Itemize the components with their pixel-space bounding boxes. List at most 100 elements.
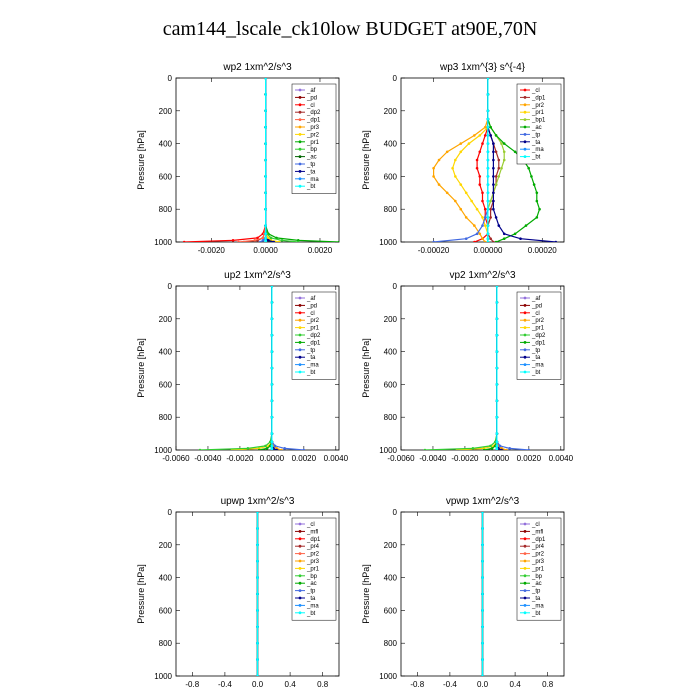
- wp2-point: [264, 109, 267, 113]
- wp2-legend-label: _pr3: [306, 125, 320, 131]
- wp3-point: [500, 166, 503, 170]
- vpwp-legend-marker: [523, 589, 527, 592]
- vp2-legend-marker: [523, 304, 527, 307]
- wp3-point: [519, 237, 522, 241]
- wp2-point: [264, 158, 267, 162]
- wp3-point: [483, 216, 487, 219]
- up2-legend-marker: [298, 318, 302, 322]
- vp2-title: vp2 1xm^2/s^3: [449, 270, 516, 281]
- upwp-panel: upwp 1xm^2/s^3 Pressure [hPa] 0 200 400 600 80…: [136, 496, 340, 689]
- wp3-point: [454, 175, 457, 178]
- wp3-point: [432, 166, 435, 170]
- upwp-legend-label: _ac: [306, 581, 317, 587]
- wp3-legend-marker: [523, 96, 527, 99]
- wp2-legend-marker: [298, 88, 302, 92]
- wp3-point: [454, 199, 457, 203]
- wp3-point: [502, 232, 506, 236]
- upwp-legend-marker: [298, 604, 302, 607]
- wp3-point: [483, 207, 487, 211]
- wp2-point: [267, 239, 270, 242]
- wp2-ytick-label: 1000: [154, 238, 172, 247]
- up2-xtick-label: -0.0040: [194, 454, 222, 463]
- vpwp-series-group: [481, 512, 484, 676]
- up2-xtick-label: 0.0000: [260, 454, 285, 463]
- upwp-legend-label: _pr4: [306, 544, 320, 550]
- wp2-legend-marker: [298, 133, 302, 136]
- wp3-point: [459, 207, 463, 211]
- wp2-ytick-label: 400: [159, 140, 173, 149]
- wp3-ytick-label: 1000: [379, 238, 397, 247]
- upwp-xtick-label: -0.8: [185, 680, 199, 689]
- vp2-xtick-label: -0.0060: [387, 454, 415, 463]
- vpwp-xtick-label: 0.8: [542, 680, 554, 689]
- wp2-legend-marker: [298, 103, 302, 107]
- vpwp-ytick-label: 0: [393, 508, 398, 517]
- up2-point: [270, 448, 274, 450]
- wp3-point: [464, 191, 468, 195]
- wp3-point: [486, 166, 490, 170]
- up2-legend-label: _tp: [306, 348, 316, 354]
- wp3-point: [437, 158, 441, 162]
- vp2-series-group: [423, 286, 531, 450]
- up2-point: [273, 444, 277, 448]
- vpwp-ylabel: Pressure [hPa]: [361, 564, 371, 624]
- wp3-point: [478, 175, 482, 178]
- vpwp-point: [481, 658, 484, 661]
- vp2-legend-label: _pd: [531, 303, 542, 309]
- wp3-point: [497, 158, 501, 162]
- vp2-point: [423, 448, 427, 450]
- vp2-point: [495, 366, 499, 370]
- wp2-legend-label: _cl: [306, 103, 315, 109]
- up2-legend-label: _ma: [306, 363, 319, 369]
- wp3-point: [486, 216, 490, 219]
- wp3-legend: _cl_dp1 _pr2_pr1 _bp1_ac_tp _ta_ma _bt: [516, 83, 562, 165]
- wp3-point: [486, 125, 490, 129]
- vpwp-point: [481, 543, 484, 547]
- vp2-point: [495, 286, 499, 288]
- wp3-legend-label: _bp1: [531, 118, 546, 124]
- up2-point: [270, 432, 274, 435]
- vp2-point: [495, 432, 499, 435]
- up2-legend-label: _pr2: [306, 318, 320, 324]
- vp2-point: [495, 350, 499, 353]
- wp3-point: [483, 240, 487, 242]
- wp3-point: [524, 224, 528, 227]
- wp3-legend-marker: [523, 147, 527, 151]
- wp2-ylabel: Pressure [hPa]: [136, 130, 146, 190]
- vp2-xtick-label: -0.0020: [451, 454, 479, 463]
- wp3-point: [481, 216, 484, 219]
- wp3-point: [494, 216, 498, 219]
- wp3-point: [492, 142, 495, 145]
- upwp-legend-label: _bt: [306, 611, 316, 617]
- vp2-legend-label: _bt: [531, 370, 541, 376]
- up2-legend-marker: [298, 370, 302, 374]
- up2-ytick-label: 0: [168, 282, 173, 291]
- upwp-legend-label: _ta: [306, 596, 316, 602]
- wp3-point: [492, 150, 495, 154]
- wp2-point: [264, 232, 267, 236]
- wp2-legend-marker: [298, 125, 302, 129]
- wp3-point: [483, 125, 487, 129]
- vp2-legend-marker: [523, 363, 527, 366]
- up2-point: [257, 448, 261, 450]
- wp3-point: [494, 183, 498, 186]
- vpwp-legend-marker: [523, 522, 527, 526]
- wp3-point: [492, 183, 495, 186]
- up2-point: [280, 448, 283, 450]
- upwp-ytick-label: 400: [159, 574, 173, 583]
- vp2-ylabel: Pressure [hPa]: [361, 338, 371, 398]
- upwp-ytick-label: 600: [159, 606, 173, 615]
- wp2-point: [267, 236, 270, 240]
- wp2-legend-label: _pr2: [306, 132, 320, 138]
- vpwp-legend-label: _pr3: [531, 559, 545, 565]
- wp3-point: [489, 216, 492, 219]
- wp2-point: [237, 240, 240, 242]
- wp3-legend-marker: [523, 118, 527, 121]
- wp3-point: [486, 78, 490, 80]
- upwp-point: [256, 512, 259, 514]
- upwp-legend-marker: [298, 596, 302, 600]
- wp3-point: [478, 232, 482, 236]
- wp3-legend-label: _ta: [531, 140, 541, 146]
- wp3-xtick-label: 0.00020: [528, 246, 557, 255]
- wp3-point: [451, 166, 454, 170]
